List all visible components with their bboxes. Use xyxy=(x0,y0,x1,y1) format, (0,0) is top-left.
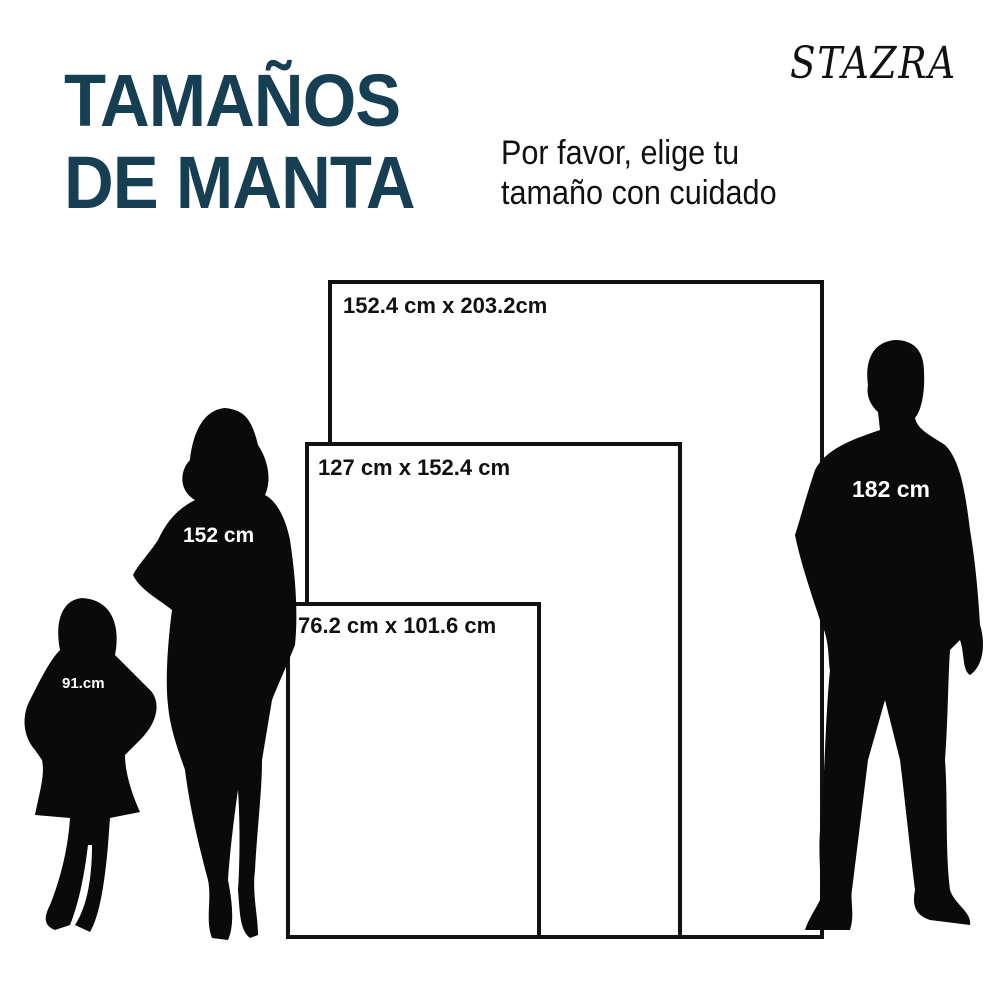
title-line-2: DE MANTA xyxy=(64,141,416,224)
girl-height-label: 91.cm xyxy=(62,675,105,692)
woman-height-label: 152 cm xyxy=(183,524,255,547)
subtitle-line-1: Por favor, elige tu xyxy=(501,134,740,172)
woman-silhouette-icon xyxy=(133,408,297,940)
blanket-large-label: 152.4 cm x 203.2cm xyxy=(343,293,548,318)
blanket-medium-label: 127 cm x 152.4 cm xyxy=(318,455,511,480)
title-line-1: TAMAÑOS xyxy=(64,59,401,142)
brand-logo: STAZRA xyxy=(790,38,957,89)
man-silhouette-icon xyxy=(795,340,983,930)
girl-silhouette-icon xyxy=(24,598,157,932)
subtitle-line-2: tamaño con cuidado xyxy=(501,174,777,212)
blanket-small xyxy=(286,602,541,939)
blanket-small-label: 76.2 cm x 101.6 cm xyxy=(298,613,497,638)
man-height-label: 182 cm xyxy=(852,476,931,502)
